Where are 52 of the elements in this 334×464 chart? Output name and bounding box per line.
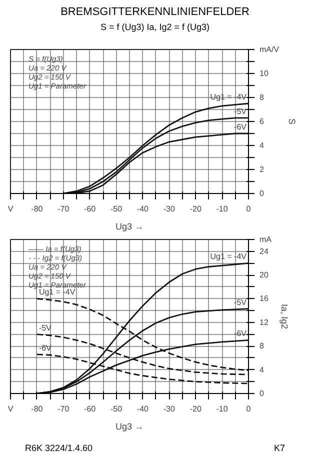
x-tick-label: -10 bbox=[216, 404, 228, 414]
series-label: -5V bbox=[38, 323, 52, 332]
series-label: -5V bbox=[234, 298, 248, 307]
chart-subtitle: S = f (Ug3) Ia, Ig2 = f (Ug3) bbox=[99, 20, 211, 34]
y-tick-label: 24 bbox=[260, 246, 269, 256]
y-tick-label: 12 bbox=[260, 318, 269, 327]
x-tick-label: 0 bbox=[246, 404, 252, 414]
x-tick-label: -60 bbox=[84, 204, 96, 214]
y-tick-label: 6 bbox=[260, 117, 264, 126]
y-tick-label: mA/V bbox=[260, 45, 280, 54]
y-tick-label: 10 bbox=[260, 69, 269, 78]
series-label: -5V bbox=[234, 106, 248, 116]
text: K7 bbox=[274, 442, 285, 455]
series-label: -6V bbox=[234, 329, 248, 338]
series-label: -6V bbox=[234, 122, 248, 132]
x-tick-label: -50 bbox=[110, 204, 123, 214]
series-label: -6V bbox=[38, 343, 52, 352]
y-tick-label: 4 bbox=[260, 141, 264, 150]
y-tick-label: 8 bbox=[260, 342, 264, 351]
y-axis-title: Ia, Ig2 bbox=[280, 304, 290, 330]
x-tick-label: -50 bbox=[110, 404, 123, 414]
y-tick-label: 0 bbox=[260, 189, 264, 198]
x-tick-label: -70 bbox=[58, 404, 70, 414]
y-tick-label: 8 bbox=[260, 93, 264, 102]
y-axis-title: S bbox=[287, 118, 298, 125]
x-tick-label: -80 bbox=[31, 204, 44, 214]
x-tick-label: -40 bbox=[136, 404, 150, 414]
x-tick-label: -20 bbox=[190, 404, 202, 414]
y-tick-label: 2 bbox=[260, 165, 264, 174]
series-label: Ug1 = -4V bbox=[38, 288, 76, 297]
series-label: Ug1 = -4V bbox=[210, 252, 248, 262]
y-tick-label: 20 bbox=[260, 270, 269, 280]
x-tick-label: -80 bbox=[31, 404, 44, 414]
x-axis-title: Ug3 → bbox=[115, 422, 144, 432]
y-tick-label: 0 bbox=[260, 389, 264, 398]
y-tick-label: mA bbox=[260, 235, 272, 244]
x-axis-title: Ug3 → bbox=[115, 222, 144, 232]
x-tick-label: V bbox=[8, 204, 14, 214]
x-tick-label: -30 bbox=[163, 204, 176, 214]
x-tick-label: -60 bbox=[84, 404, 96, 414]
x-tick-label: -30 bbox=[163, 404, 176, 414]
chart-title: BREMSGITTERKENNLINIENFELDER bbox=[60, 5, 250, 20]
x-tick-label: -70 bbox=[58, 204, 70, 214]
y-tick-label: 16 bbox=[260, 294, 269, 304]
x-tick-label: V bbox=[8, 404, 14, 414]
x-tick-label: -40 bbox=[136, 204, 150, 214]
x-tick-label: 0 bbox=[246, 204, 252, 214]
series-label: Ug1 = -4V bbox=[210, 92, 248, 102]
x-tick-label: -10 bbox=[216, 204, 228, 214]
x-tick-label: -20 bbox=[190, 204, 202, 214]
y-tick-label: 4 bbox=[260, 365, 264, 374]
text: R6K 3224/1.4.60 bbox=[25, 442, 93, 455]
